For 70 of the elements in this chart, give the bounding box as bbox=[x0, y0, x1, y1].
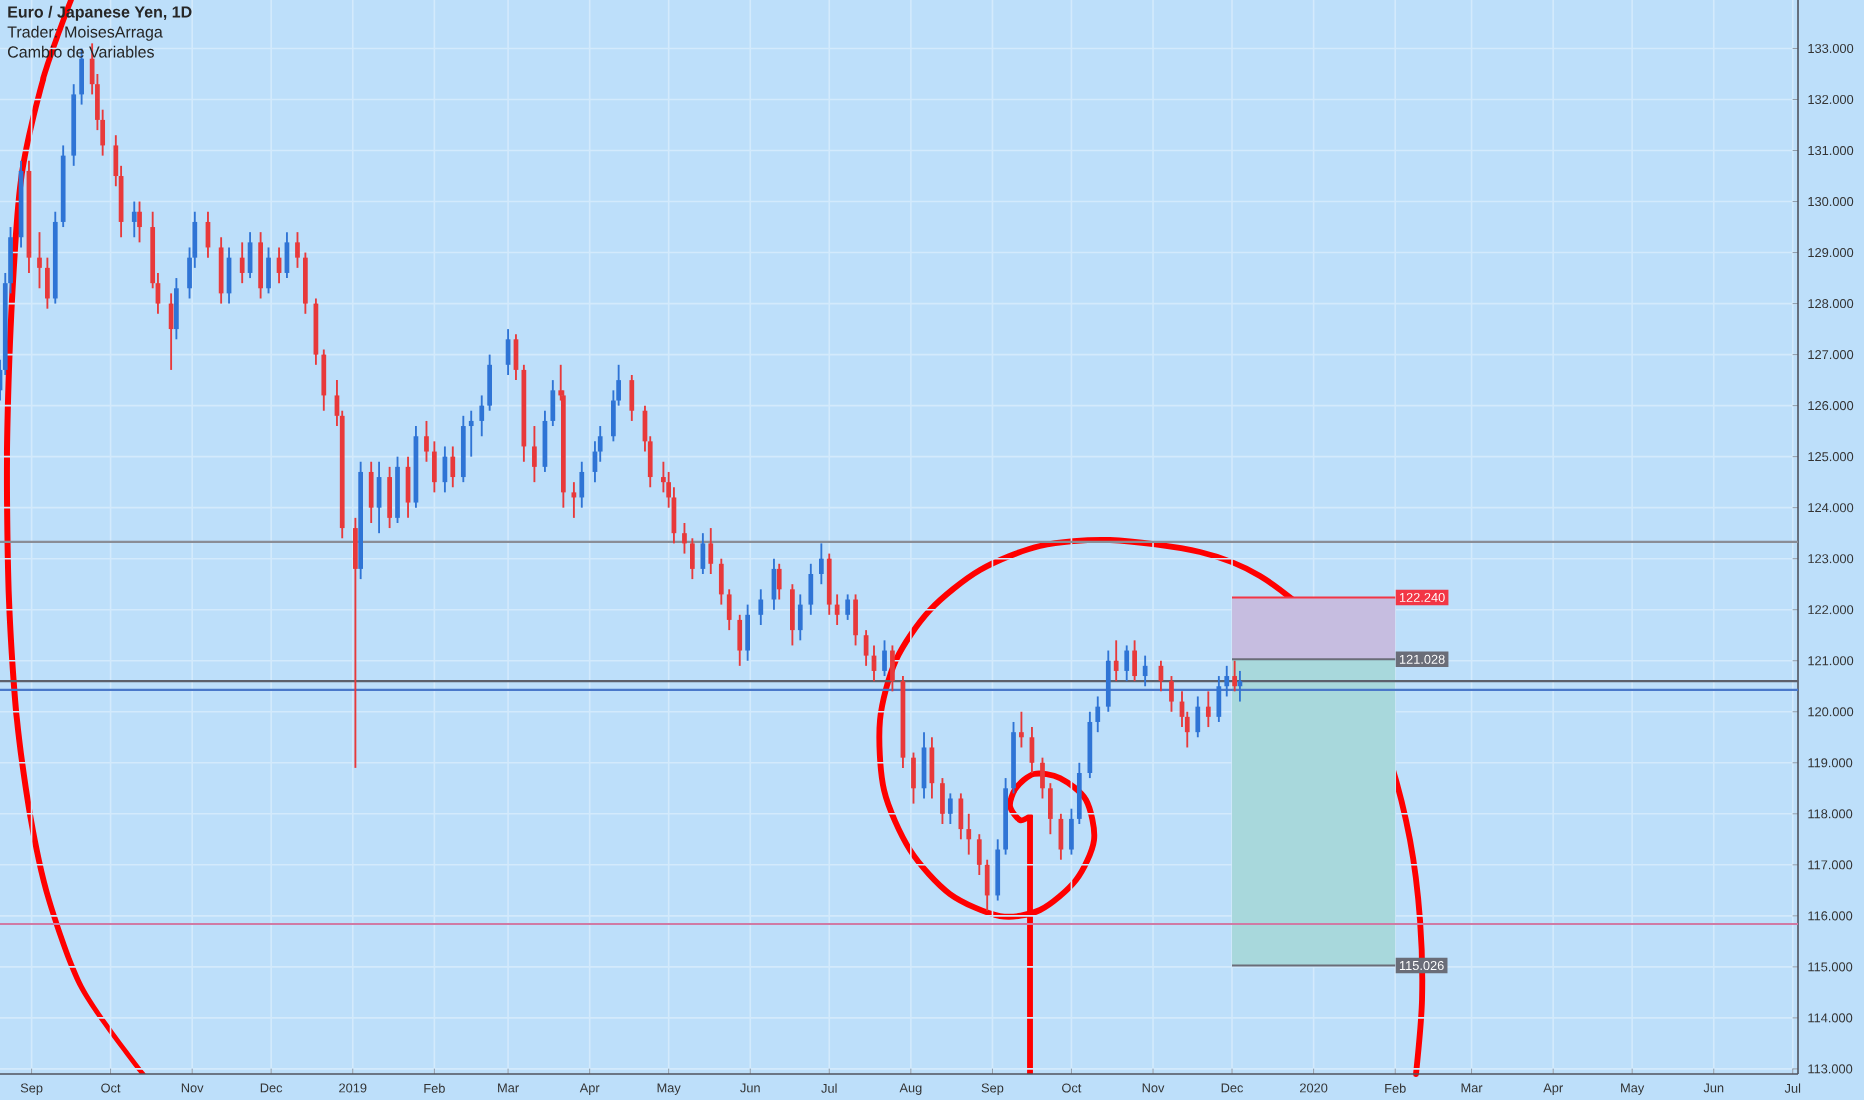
candlestick bbox=[432, 440, 437, 494]
candlestick bbox=[853, 593, 858, 647]
candlestick bbox=[550, 379, 556, 427]
candlestick bbox=[947, 792, 953, 825]
candlestick bbox=[976, 833, 982, 876]
candlestick bbox=[1132, 639, 1137, 683]
candlestick bbox=[303, 251, 308, 315]
candlestick bbox=[758, 588, 764, 626]
candlestick bbox=[689, 537, 695, 581]
candlestick bbox=[808, 562, 814, 616]
candlestick bbox=[266, 246, 271, 295]
candlestick bbox=[737, 613, 743, 667]
candlestick bbox=[1040, 756, 1045, 800]
candlestick bbox=[1216, 675, 1222, 723]
candlestick bbox=[1019, 710, 1024, 749]
candlestick bbox=[1205, 690, 1211, 729]
candlestick bbox=[45, 256, 50, 310]
candlestick bbox=[239, 241, 245, 285]
candlestick bbox=[487, 353, 493, 412]
candlestick bbox=[353, 516, 358, 769]
candlestick bbox=[1169, 675, 1174, 713]
candlestick bbox=[1113, 639, 1119, 683]
candlestick bbox=[826, 552, 832, 616]
candlestick bbox=[995, 838, 1001, 902]
text: Trader: MoisesArraga bbox=[7, 25, 163, 41]
candlestick bbox=[745, 603, 750, 662]
candlestick bbox=[258, 231, 263, 300]
candlestick bbox=[776, 562, 782, 601]
candlestick bbox=[131, 200, 137, 239]
candlestick bbox=[1195, 695, 1201, 739]
candlestick bbox=[424, 420, 429, 463]
candlestick bbox=[137, 200, 142, 244]
candlestick bbox=[1095, 695, 1101, 734]
candlestick bbox=[890, 644, 895, 693]
candlestick bbox=[940, 777, 945, 825]
candlestick bbox=[295, 231, 300, 269]
candlestick bbox=[1105, 649, 1111, 713]
candlestick bbox=[579, 460, 585, 509]
candlestick bbox=[984, 858, 990, 912]
candlestick bbox=[468, 409, 474, 458]
candlestick bbox=[629, 374, 635, 422]
candlestick bbox=[708, 527, 714, 575]
candlestick bbox=[911, 751, 916, 805]
candlestick bbox=[1224, 664, 1230, 698]
candlestick bbox=[321, 348, 327, 412]
candlestick bbox=[218, 236, 224, 305]
candlestick bbox=[450, 445, 456, 489]
candlestick bbox=[1232, 659, 1238, 693]
candlestick bbox=[882, 639, 887, 677]
candlestick bbox=[718, 557, 724, 606]
candlestick bbox=[368, 460, 374, 524]
candlestick bbox=[797, 593, 803, 642]
candlestick bbox=[966, 812, 972, 856]
candlestick bbox=[845, 593, 851, 621]
candlestick bbox=[479, 394, 485, 438]
candlestick bbox=[387, 465, 392, 530]
candlestick bbox=[1142, 654, 1148, 688]
candlestick bbox=[1069, 807, 1074, 856]
candlestick bbox=[958, 792, 964, 841]
candlestick bbox=[834, 593, 840, 626]
candlestick bbox=[1076, 761, 1082, 825]
candlestick bbox=[1124, 644, 1130, 683]
candlestick bbox=[818, 542, 824, 586]
candlestick bbox=[1048, 782, 1053, 836]
candlestick bbox=[532, 425, 537, 484]
candlestick bbox=[790, 583, 795, 647]
candlestick bbox=[174, 277, 179, 341]
candlestick bbox=[682, 522, 687, 555]
candlestick bbox=[37, 231, 42, 290]
candlestick bbox=[726, 588, 732, 632]
